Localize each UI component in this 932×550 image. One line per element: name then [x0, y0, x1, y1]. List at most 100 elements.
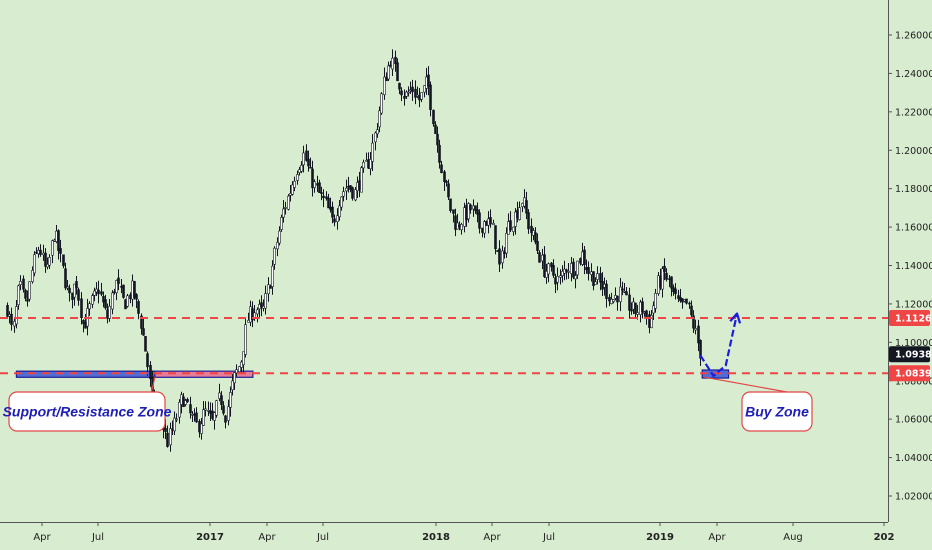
candle [398, 82, 401, 95]
candle [405, 90, 408, 99]
candle [478, 209, 481, 234]
candle [354, 186, 357, 202]
candle [133, 280, 136, 300]
candle-body [84, 322, 87, 329]
candle [467, 202, 470, 223]
candle-body [688, 302, 691, 305]
candle [454, 208, 457, 237]
candle-body [320, 192, 323, 194]
candle-body [140, 315, 143, 329]
candle-body [587, 267, 590, 274]
candle [414, 80, 417, 105]
candle-body [543, 254, 546, 277]
candle-body [88, 303, 91, 310]
candle [594, 277, 597, 285]
candle-body [576, 260, 579, 276]
candle-body [175, 418, 178, 421]
candle [340, 196, 343, 211]
candle [460, 222, 463, 235]
candle [376, 122, 379, 138]
candle-body [287, 195, 290, 210]
candle [44, 248, 47, 273]
candle-body [215, 400, 218, 416]
candle-body [71, 292, 74, 300]
candle [48, 254, 51, 269]
candle-body [93, 290, 96, 296]
candle-body [51, 240, 54, 256]
candle [670, 276, 673, 297]
candle [489, 209, 492, 228]
candle [296, 170, 299, 185]
candle [652, 301, 655, 320]
candle [313, 179, 316, 193]
candle [202, 400, 205, 426]
candle [688, 301, 691, 309]
candle [200, 417, 203, 440]
candle [204, 401, 207, 417]
candle-body [271, 265, 274, 287]
candle [654, 288, 657, 313]
candle [97, 280, 100, 304]
x-tick-label: 2019 [646, 532, 674, 543]
candle [530, 218, 533, 242]
candle-body [302, 152, 305, 166]
candle [269, 284, 272, 289]
candle-body [117, 277, 120, 284]
candle-body [313, 181, 316, 188]
candle [68, 284, 71, 302]
candle [278, 226, 281, 246]
candle-body [207, 410, 210, 412]
candle [171, 420, 174, 435]
candle [195, 407, 198, 423]
y-tick-label: 1.10000 [895, 338, 932, 349]
candle-body [327, 197, 330, 209]
candle-body [612, 299, 615, 302]
price-tag-bg [889, 310, 930, 327]
candle [362, 159, 365, 173]
candle [10, 307, 13, 331]
candle [474, 205, 477, 214]
candle-body [501, 250, 504, 264]
candle [8, 311, 11, 324]
candle-body [62, 254, 65, 267]
candle-body [46, 264, 49, 268]
candle-body [57, 230, 60, 251]
candle [307, 150, 310, 172]
candle [22, 275, 25, 293]
candle-body [670, 276, 673, 289]
candle-body [391, 57, 394, 70]
y-tick-label: 1.24000 [895, 69, 932, 80]
candle-body [39, 249, 42, 255]
candle-body [180, 394, 183, 405]
candle [616, 295, 619, 311]
candle-body [605, 283, 608, 299]
candle-body [694, 328, 697, 331]
candle-body [10, 313, 13, 325]
candle-body [66, 286, 69, 289]
candle [93, 287, 96, 302]
candle-body [8, 314, 11, 317]
candle-body [398, 82, 401, 90]
candle [233, 371, 236, 390]
candle-body [420, 92, 423, 100]
candle [77, 287, 80, 306]
candle [220, 391, 223, 411]
candle-body [305, 150, 308, 161]
candle [387, 61, 390, 81]
candle [238, 365, 241, 373]
candle-body [91, 295, 94, 305]
candle [73, 283, 76, 306]
candle-body [82, 320, 85, 324]
candle-body [224, 415, 227, 423]
candle [280, 214, 283, 232]
candle [391, 49, 394, 76]
candle-body [269, 286, 272, 289]
candle [100, 282, 103, 297]
candle [213, 411, 216, 430]
candle-body [213, 412, 216, 421]
candle-body [619, 286, 622, 303]
candle [117, 269, 120, 291]
candle-body [100, 291, 103, 295]
